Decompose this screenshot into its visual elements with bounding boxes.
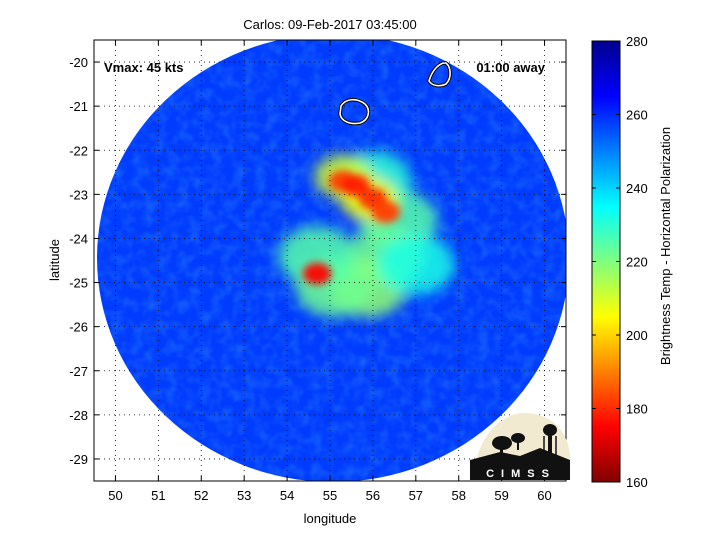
colorbar-tick-label: 160: [626, 475, 648, 490]
y-tick-label: -27: [69, 364, 88, 379]
cold-feature: [278, 226, 357, 287]
cold-feature: [302, 262, 332, 285]
y-tick-label: -28: [69, 408, 88, 423]
grid: [94, 40, 566, 481]
y-tick-label: -26: [69, 320, 88, 335]
colorbar: 160 180 200 220 240 260 280 Brightness Temp - …: [591, 34, 673, 490]
x-tick-label: 53: [237, 488, 251, 503]
x-axis-label: longitude: [304, 511, 357, 526]
x-tick-label: 60: [537, 488, 551, 503]
chart-title: Carlos: 09-Feb-2017 03:45:00: [243, 17, 416, 32]
cold-feature: [371, 200, 401, 223]
x-axis: 50 51 52 53 54 55 56 57 58 59 60: [108, 40, 552, 503]
colorbar-tick-label: 260: [626, 108, 648, 123]
colorbar-gradient: [591, 40, 621, 483]
colorbar-tick-label: 200: [626, 328, 648, 343]
y-tick-label: -20: [69, 55, 88, 70]
y-axis-label: latitude: [47, 239, 62, 281]
colorbar-tick-label: 180: [626, 402, 648, 417]
cimss-logo: CIMSS: [470, 413, 570, 480]
x-tick-label: 59: [494, 488, 508, 503]
y-tick-label: -29: [69, 452, 88, 467]
cold-feature: [376, 234, 455, 295]
y-tick-label: -21: [69, 99, 88, 114]
colorbar-tick-label: 240: [626, 181, 648, 196]
y-tick-label: -23: [69, 187, 88, 202]
colorbar-label: Brightness Temp - Horizontal Polarizatio…: [658, 127, 673, 365]
y-tick-label: -22: [69, 143, 88, 158]
y-tick-label: -25: [69, 276, 88, 291]
cimss-logo-text: CIMSS: [486, 468, 556, 480]
colorbar-tick-label: 220: [626, 255, 648, 270]
x-tick-label: 56: [366, 488, 380, 503]
x-tick-label: 57: [409, 488, 423, 503]
colorbar-tick-label: 280: [626, 34, 648, 49]
x-tick-label: 58: [451, 488, 465, 503]
coastlines: [338, 61, 452, 126]
y-tick-label: -24: [69, 231, 88, 246]
vmax-annotation: Vmax: 45 kts: [104, 60, 184, 75]
x-tick-label: 55: [323, 488, 337, 503]
x-tick-label: 51: [151, 488, 165, 503]
swath: [97, 40, 566, 481]
x-tick-label: 50: [108, 488, 122, 503]
time-away-annotation: 01:00 away: [476, 60, 545, 75]
x-tick-label: 52: [194, 488, 208, 503]
x-tick-label: 54: [280, 488, 294, 503]
